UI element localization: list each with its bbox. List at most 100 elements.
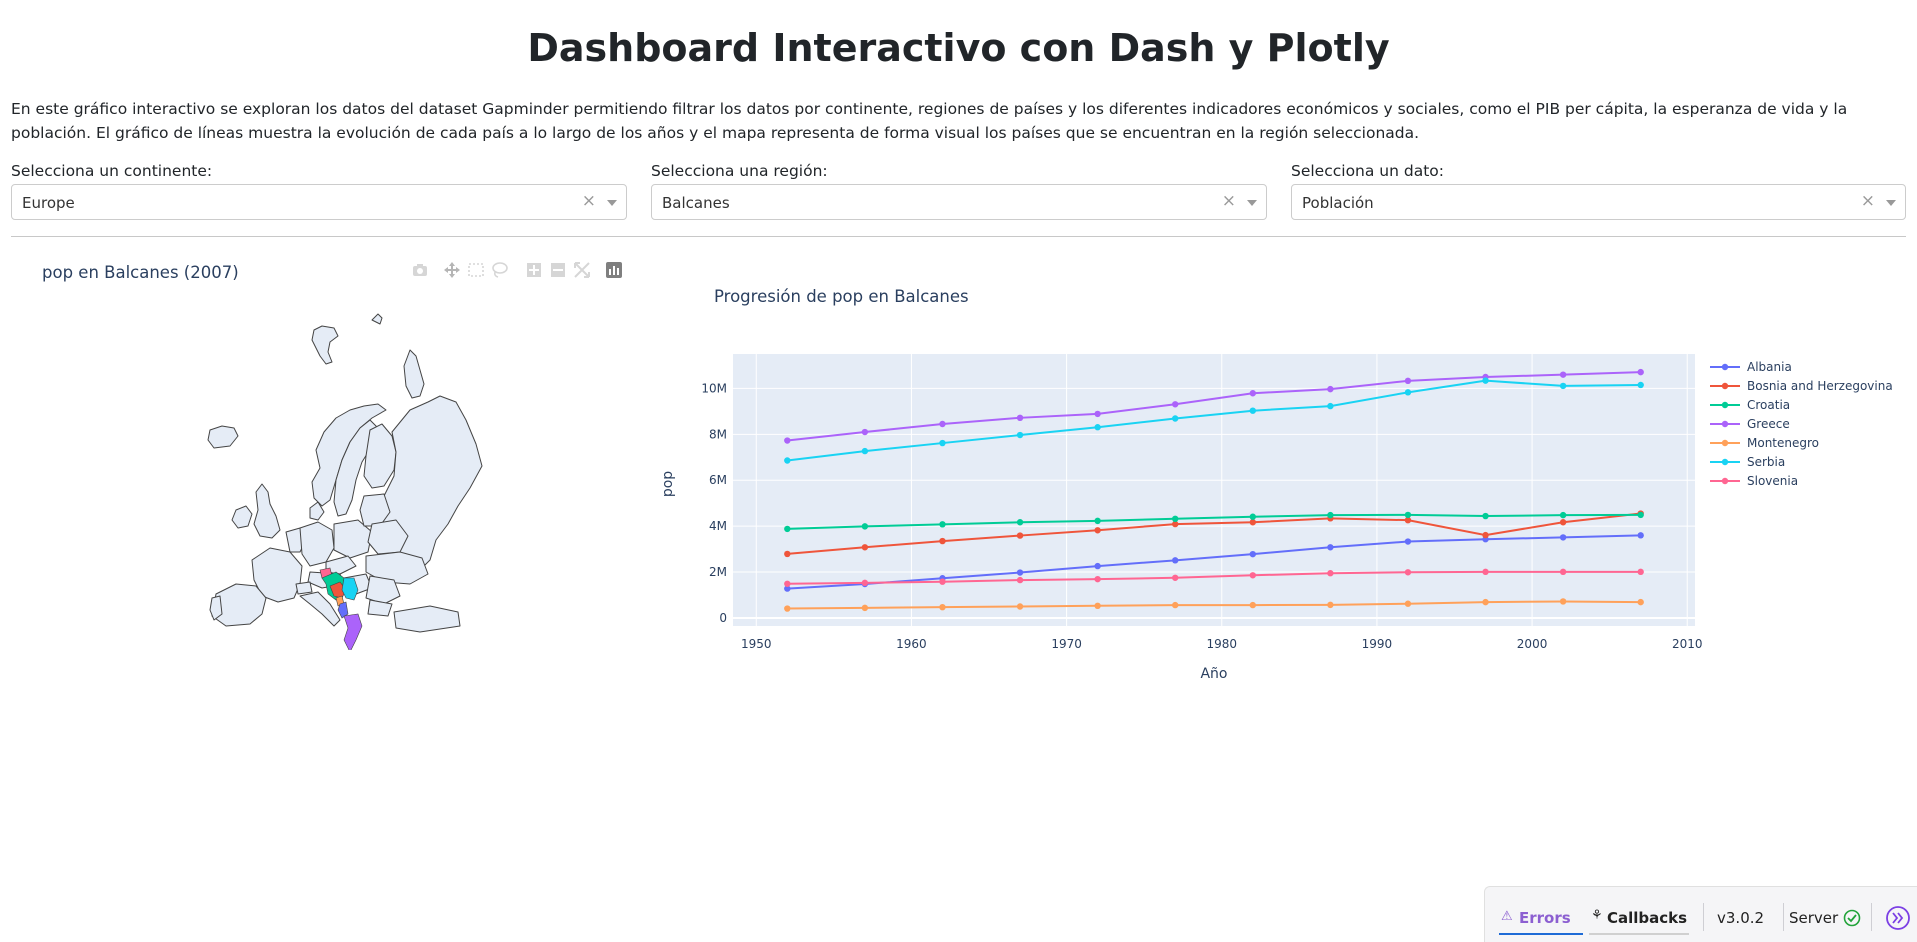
data-point[interactable] (1327, 544, 1334, 551)
data-point[interactable] (1327, 402, 1334, 410)
data-point[interactable] (1016, 569, 1024, 576)
reset-icon[interactable] (572, 260, 592, 280)
data-point[interactable] (1172, 401, 1179, 408)
data-point[interactable] (1094, 562, 1101, 570)
series-line[interactable] (787, 379, 1641, 462)
data-point[interactable] (1172, 557, 1179, 564)
pan-icon[interactable] (442, 260, 462, 280)
data-point[interactable] (1637, 598, 1644, 606)
data-point[interactable] (939, 603, 946, 611)
data-point[interactable] (1016, 532, 1024, 539)
data-point[interactable] (939, 521, 946, 528)
callbacks-tab[interactable]: ⚘ Callbacks (1589, 901, 1689, 935)
legend-item[interactable]: Albania (1710, 360, 1792, 374)
data-point[interactable] (784, 525, 791, 533)
errors-tab[interactable]: ⚠ Errors (1499, 901, 1583, 935)
data-point[interactable] (939, 537, 946, 545)
data-point[interactable] (939, 420, 946, 428)
data-point[interactable] (1016, 519, 1024, 526)
data-point[interactable] (1016, 603, 1024, 610)
data-point[interactable] (1249, 601, 1256, 609)
data-point[interactable] (1482, 531, 1489, 539)
legend-item[interactable]: Slovenia (1710, 474, 1798, 488)
data-point[interactable] (1482, 512, 1489, 520)
data-point[interactable] (1249, 550, 1256, 558)
data-point[interactable] (861, 544, 869, 551)
map-figure[interactable]: pop en Balcanes (2007) (0, 250, 640, 650)
data-point[interactable] (1094, 424, 1101, 431)
clear-icon[interactable]: × (1860, 191, 1875, 211)
data-point[interactable] (1327, 601, 1334, 609)
data-point[interactable] (861, 604, 869, 612)
data-point[interactable] (861, 579, 869, 587)
data-point[interactable] (1172, 415, 1179, 422)
data-point[interactable] (1637, 381, 1644, 389)
data-point[interactable] (1404, 538, 1412, 545)
plotly-logo-icon[interactable] (604, 260, 624, 280)
data-point[interactable] (1172, 574, 1179, 581)
data-point[interactable] (1249, 519, 1256, 526)
data-point[interactable] (1094, 410, 1101, 418)
series-croatia[interactable] (784, 511, 1644, 533)
series-line[interactable] (787, 534, 1641, 590)
data-point[interactable] (1404, 389, 1412, 396)
clear-icon[interactable]: × (1221, 191, 1236, 211)
data-point[interactable] (1172, 515, 1179, 523)
data-point[interactable] (1637, 368, 1644, 376)
data-point[interactable] (939, 578, 946, 585)
data-point[interactable] (861, 523, 869, 530)
data-point[interactable] (1482, 568, 1489, 576)
data-point[interactable] (1249, 513, 1256, 520)
data-point[interactable] (784, 437, 791, 444)
data-point[interactable] (1404, 377, 1412, 385)
data-point[interactable] (1404, 511, 1412, 519)
data-point[interactable] (1094, 602, 1101, 610)
data-point[interactable] (784, 580, 791, 587)
data-point[interactable] (1559, 568, 1567, 576)
continent-dropdown[interactable]: Europe × (11, 184, 627, 220)
data-point[interactable] (1559, 598, 1567, 605)
data-point[interactable] (1637, 532, 1644, 539)
data-point[interactable] (784, 550, 791, 558)
data-point[interactable] (1016, 576, 1024, 584)
data-point[interactable] (1559, 371, 1567, 378)
chevron-down-icon[interactable] (1886, 200, 1896, 206)
data-point[interactable] (1094, 575, 1101, 583)
legend-item[interactable]: Montenegro (1710, 436, 1819, 450)
series-bosnia-and-herzegovina[interactable] (784, 510, 1644, 558)
legend-item[interactable]: Greece (1710, 417, 1790, 431)
data-point[interactable] (1172, 520, 1179, 528)
data-point[interactable] (784, 605, 791, 612)
data-point[interactable] (1637, 568, 1644, 576)
data-point[interactable] (1327, 570, 1334, 577)
data-point[interactable] (1327, 385, 1334, 393)
data-point[interactable] (861, 428, 869, 436)
data-point[interactable] (1249, 390, 1256, 397)
data-point[interactable] (1172, 601, 1179, 609)
data-point[interactable] (1559, 382, 1567, 390)
data-point[interactable] (1404, 516, 1412, 524)
indicator-dropdown[interactable]: Población × (1291, 184, 1906, 220)
data-point[interactable] (1482, 598, 1489, 606)
series-greece[interactable] (784, 368, 1644, 444)
data-point[interactable] (939, 439, 946, 447)
clear-icon[interactable]: × (581, 191, 596, 211)
data-point[interactable] (1249, 572, 1256, 579)
series-line[interactable] (787, 512, 1641, 555)
data-point[interactable] (1559, 534, 1567, 541)
data-point[interactable] (784, 457, 791, 464)
region-dropdown[interactable]: Balcanes × (651, 184, 1267, 220)
data-point[interactable] (1404, 600, 1412, 607)
legend-item[interactable]: Bosnia and Herzegovina (1710, 379, 1893, 393)
data-point[interactable] (1482, 377, 1489, 384)
data-point[interactable] (1016, 414, 1024, 422)
data-point[interactable] (1559, 511, 1567, 519)
box-select-icon[interactable] (466, 260, 486, 280)
series-line[interactable] (787, 371, 1641, 442)
chevron-down-icon[interactable] (607, 200, 617, 206)
lasso-icon[interactable] (490, 260, 510, 280)
data-point[interactable] (1094, 517, 1101, 525)
series-line[interactable] (787, 570, 1641, 585)
data-point[interactable] (784, 585, 791, 592)
data-point[interactable] (861, 447, 869, 455)
